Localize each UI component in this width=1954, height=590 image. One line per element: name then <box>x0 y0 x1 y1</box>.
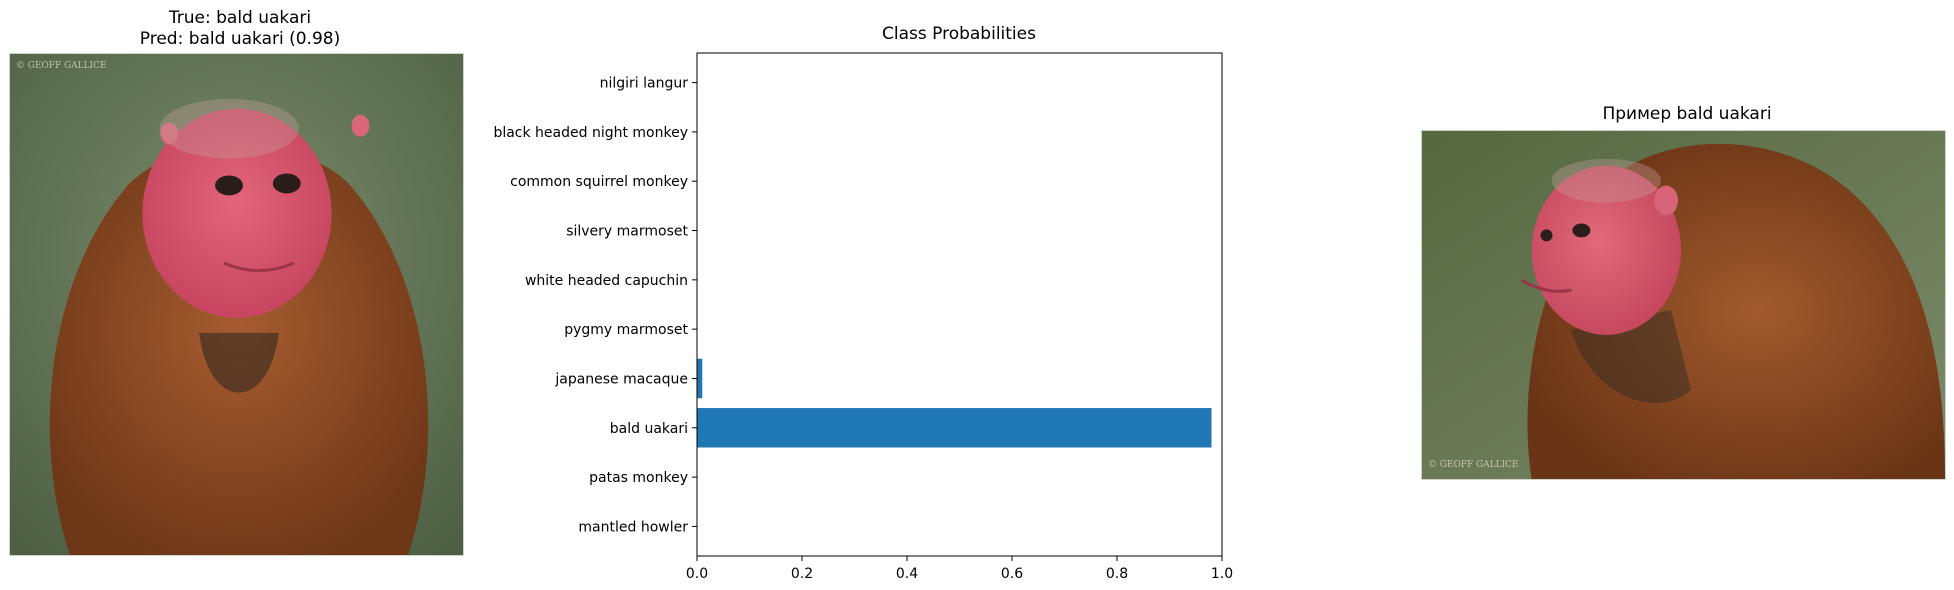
y-tick-label: japanese macaque <box>554 371 688 387</box>
chart-title: Class Probabilities <box>882 24 1036 44</box>
chart-axes-frame <box>696 52 1223 557</box>
y-tick-label: silvery marmoset <box>566 224 688 240</box>
y-tick-label: black headed night monkey <box>493 125 688 141</box>
x-tick-label: 0.2 <box>791 566 813 582</box>
y-tick-label: mantled howler <box>578 519 688 535</box>
y-tick-label: common squirrel monkey <box>510 174 688 190</box>
true-label: True: bald uakari <box>168 8 312 28</box>
x-tick-label: 0.6 <box>1001 566 1023 582</box>
input-image: © GEOFF GALLICE <box>9 53 464 556</box>
pred-label: Pred: bald uakari (0.98) <box>139 29 341 49</box>
left-panel-title: True: bald uakari Pred: bald uakari (0.9… <box>140 8 340 50</box>
right-panel-title: Пример bald uakari <box>1602 104 1772 124</box>
bar-japanese-macaque <box>697 358 703 399</box>
y-tick-label: pygmy marmoset <box>564 322 688 338</box>
x-tick-label: 0.4 <box>896 566 918 582</box>
y-tick-label: white headed capuchin <box>525 273 688 289</box>
watermark-right: © GEOFF GALLICE <box>1428 460 1518 470</box>
x-tick-label: 1.0 <box>1211 566 1233 582</box>
bar-bald-uakari <box>697 408 1212 448</box>
y-tick-label: nilgiri langur <box>600 76 689 92</box>
x-tick-label: 0.0 <box>686 566 708 582</box>
x-tick-label: 0.8 <box>1106 566 1128 582</box>
y-tick-label: patas monkey <box>589 470 688 486</box>
y-tick-label: bald uakari <box>610 421 688 437</box>
watermark-left: © GEOFF GALLICE <box>16 61 107 71</box>
example-image: © GEOFF GALLICE <box>1421 130 1946 480</box>
